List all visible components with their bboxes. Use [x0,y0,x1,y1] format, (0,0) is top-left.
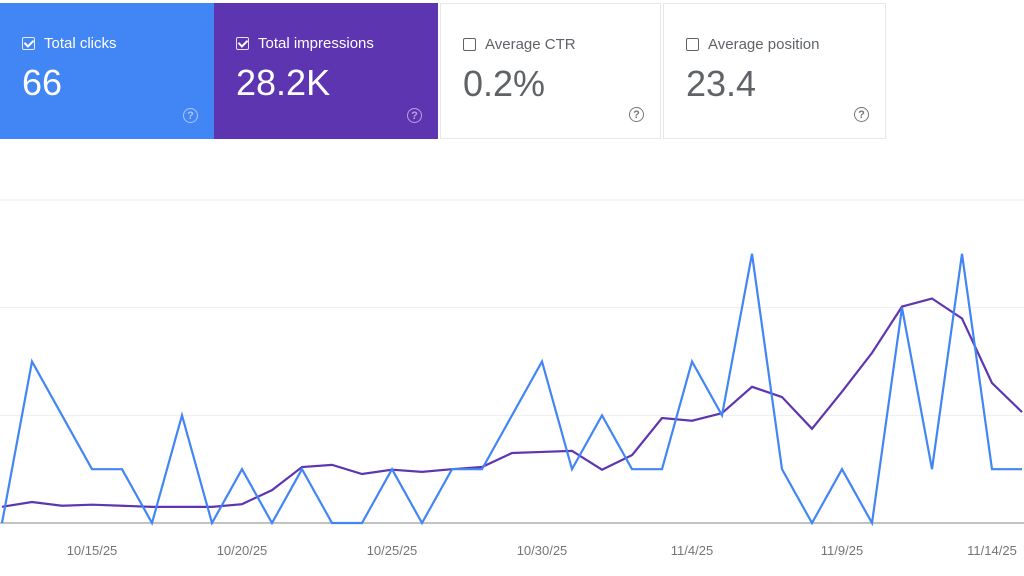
x-tick-label: 10/20/25 [217,543,268,558]
series-line-total-impressions [1,297,1023,508]
x-tick-label: 11/14/25 [967,543,1017,558]
x-tick-label: 11/9/25 [821,543,863,558]
metric-card-average-position[interactable]: Average position 23.4 ? [663,3,886,139]
help-icon[interactable]: ? [629,107,644,122]
help-icon[interactable]: ? [183,108,198,123]
help-icon[interactable]: ? [854,107,869,122]
metric-label: Average position [686,36,885,53]
metric-value: 23.4 [686,63,757,104]
metric-label: Average CTR [463,36,660,53]
metric-label-text: Total impressions [258,35,374,52]
metric-card-average-ctr[interactable]: Average CTR 0.2% ? [440,3,661,139]
metric-label: Total impressions [236,35,438,52]
metric-label-text: Total clicks [44,35,117,52]
checkbox-icon[interactable] [686,38,699,51]
checkbox-icon[interactable] [463,38,476,51]
checkbox-icon[interactable] [22,37,35,50]
metric-label: Total clicks [22,35,214,52]
metric-card-total-clicks[interactable]: Total clicks 66 ? [0,3,214,139]
x-tick-label: 11/4/25 [671,543,713,558]
x-tick-label: 10/15/25 [67,543,118,558]
x-tick-label: 10/30/25 [517,543,568,558]
metric-label-text: Average CTR [485,36,576,53]
checkbox-icon[interactable] [236,37,249,50]
series-line-total-clicks [0,253,1022,527]
metric-label-text: Average position [708,36,820,53]
x-tick-label: 10/25/25 [367,543,418,558]
metric-value: 28.2K [236,62,331,103]
help-icon[interactable]: ? [407,108,422,123]
metric-value: 66 [22,62,63,103]
metric-value: 0.2% [463,63,546,104]
metric-card-total-impressions[interactable]: Total impressions 28.2K ? [214,3,438,139]
